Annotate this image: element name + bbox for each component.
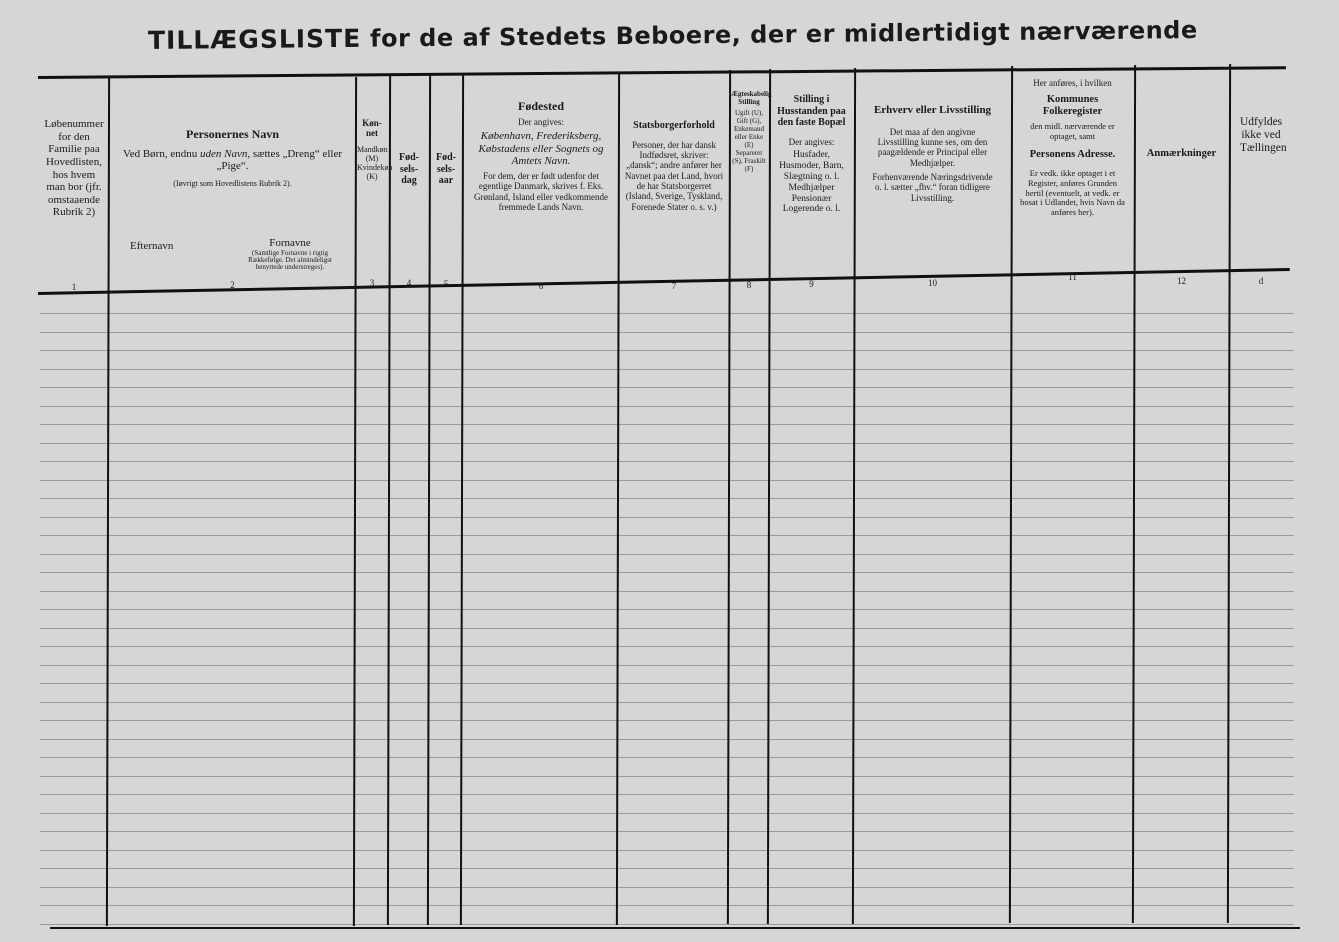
row-rule xyxy=(40,812,1294,814)
col-10-text: Det maa af den angivne Livsstilling kunn… xyxy=(877,126,988,168)
row-rule xyxy=(40,757,1294,758)
row-rule xyxy=(40,368,1294,370)
col-7-header: Statsborgerforhold Personer, der har dan… xyxy=(620,82,728,291)
col-9-sub: Der angives: xyxy=(788,136,835,147)
col-4-heading: Fød-sels-dag xyxy=(399,152,419,186)
col-1-text: Løbenummer for den Familie paa Hovedlist… xyxy=(44,118,104,219)
row-rule xyxy=(40,461,1294,462)
row-rule xyxy=(40,590,1294,592)
col-number: 12 xyxy=(1177,275,1186,286)
col-6-text: For dem, der er født udenfor det egentli… xyxy=(474,171,608,213)
col-number: 3 xyxy=(369,277,375,288)
col-9-heading: Stilling i Husstanden paa den faste Bopæ… xyxy=(777,94,846,128)
col-10-heading: Erhverv eller Livsstilling xyxy=(873,104,992,116)
row-rule xyxy=(40,313,1294,314)
col-number: d xyxy=(1258,275,1264,286)
col-6-heading: Fødested xyxy=(518,99,564,113)
col-number: 1 xyxy=(71,281,77,292)
row-rule xyxy=(40,738,1294,740)
row-rule xyxy=(40,794,1294,795)
col-6-italic: København, Frederiksberg, Købstadens ell… xyxy=(478,130,604,168)
col-8-text: Ugift (U), Gift (G), Enkemand eller Enke… xyxy=(732,109,766,174)
col-2-note: (Iøvrigt som Hovedlistens Rubrik 2). xyxy=(173,179,292,189)
col-2-italic: uden Navn xyxy=(199,147,248,160)
row-rule xyxy=(40,664,1294,666)
col-number: 9 xyxy=(809,278,814,289)
col-4-header: Fød-sels-dag 4 xyxy=(390,82,428,288)
row-rule xyxy=(40,553,1294,555)
col-number: 10 xyxy=(928,277,937,288)
col-6-sub: Der angives: xyxy=(518,116,564,127)
row-rule xyxy=(40,331,1294,333)
table-bottom-rule xyxy=(50,927,1300,929)
col-2-efternavn: Efternavn xyxy=(130,240,174,252)
col-8-header: Ægteskabelig Stilling Ugift (U), Gift (G… xyxy=(730,82,772,290)
col-11-header: Her anføres, i hvilken Kommunes Folkereg… xyxy=(1012,78,1133,282)
col-3-heading: Køn-net xyxy=(362,118,382,139)
col-7-text: Personer, der har dansk Indfødsret, skri… xyxy=(624,139,724,212)
row-rule xyxy=(40,609,1294,610)
row-rule xyxy=(40,831,1294,832)
col-3-header: Køn-net Mandkøn (M) Kvindekøn (K) 3 xyxy=(356,82,393,288)
row-rule xyxy=(40,923,1294,925)
col-11-heading2: Personens Adresse. xyxy=(1029,149,1116,160)
col-2-fornavne: Fornavne (Samtlige Fornavne i rigtig Ræk… xyxy=(235,237,345,272)
col-number: 11 xyxy=(1068,271,1077,282)
form-title: TILLÆGSLISTE for de af Stedets Beboere, … xyxy=(148,15,1198,55)
row-rule xyxy=(40,498,1294,499)
row-rule xyxy=(40,479,1294,481)
col-number: 2 xyxy=(230,279,235,290)
row-rule xyxy=(40,720,1294,721)
col-6-header: Fødested Der angives: København, Frederi… xyxy=(464,82,618,290)
row-rule xyxy=(40,905,1294,906)
col-11-text: Er vedk. ikke optaget i et Register, anf… xyxy=(1020,168,1125,218)
row-rule xyxy=(40,535,1294,536)
col-11-pre: Her anføres, i hvilken xyxy=(1033,78,1112,88)
row-rule xyxy=(40,350,1294,351)
row-rule xyxy=(40,516,1294,518)
col-9-text: Husfader, Husmoder, Barn, Slægtning o. l… xyxy=(779,149,844,215)
col-5-heading: Fød-sels-aar xyxy=(436,152,456,186)
row-rule xyxy=(40,701,1294,703)
col-d-header: Udfyldes ikke ved Tællingen d xyxy=(1232,82,1290,286)
col-10-text2: Forhenværende Næringsdrivende o. l. sætt… xyxy=(872,172,993,203)
row-rule xyxy=(40,683,1294,684)
col-10-header: Erhverv eller Livsstilling Det maa af de… xyxy=(855,82,1010,288)
col-number: 7 xyxy=(671,280,677,291)
col-12-heading: Anmærkninger xyxy=(1146,148,1217,159)
row-rule xyxy=(40,849,1294,851)
row-rule xyxy=(40,424,1294,425)
col-d-text: Udfyldes ikke ved Tællingen xyxy=(1240,116,1287,155)
row-rule xyxy=(40,886,1294,888)
fornavne-note: (Samtlige Fornavne i rigtig Rækkefølge. … xyxy=(248,248,332,272)
col-11-mid: den midl. nærværende er optaget, samt xyxy=(1030,121,1115,142)
row-rule xyxy=(40,405,1294,407)
col-9-header: Stilling i Husstanden paa den faste Bopæ… xyxy=(770,82,853,289)
col-7-heading: Statsborgerforhold xyxy=(633,120,715,131)
col-5-header: Fød-sels-aar 5 xyxy=(430,82,462,289)
fornavne-label: Fornavne xyxy=(269,237,311,249)
col-number: 8 xyxy=(746,279,752,290)
col-number: 4 xyxy=(406,277,412,288)
col-2-text-end: , sættes „Dreng“ eller „Pige“. xyxy=(216,147,343,173)
row-rule xyxy=(40,646,1294,647)
col-8-heading: Ægteskabelig Stilling xyxy=(731,90,772,107)
row-rule xyxy=(40,572,1294,573)
row-rule xyxy=(40,868,1294,869)
col-3-text: Mandkøn (M) Kvindekøn (K) xyxy=(357,144,393,182)
col-12-header: Anmærkninger 12 xyxy=(1135,82,1228,286)
row-rule xyxy=(40,387,1294,388)
row-rule xyxy=(40,775,1294,777)
col-2-header: Personernes Navn Ved Børn, endnu uden Na… xyxy=(110,82,355,289)
col-number: 6 xyxy=(538,280,544,291)
col-number: 5 xyxy=(443,278,449,289)
col-1-header: Løbenummer for den Familie paa Hovedlist… xyxy=(40,82,108,292)
title-main: TILLÆGSLISTE xyxy=(147,23,362,55)
col-2-heading: Personernes Navn xyxy=(186,127,279,141)
row-rule xyxy=(40,627,1294,629)
row-rule xyxy=(40,442,1294,444)
col-2-text: Ved Børn, endnu xyxy=(122,147,200,160)
title-rest: for de af Stedets Beboere, der er midler… xyxy=(369,16,1198,53)
col-11-heading: Kommunes Folkeregister xyxy=(1042,94,1103,118)
